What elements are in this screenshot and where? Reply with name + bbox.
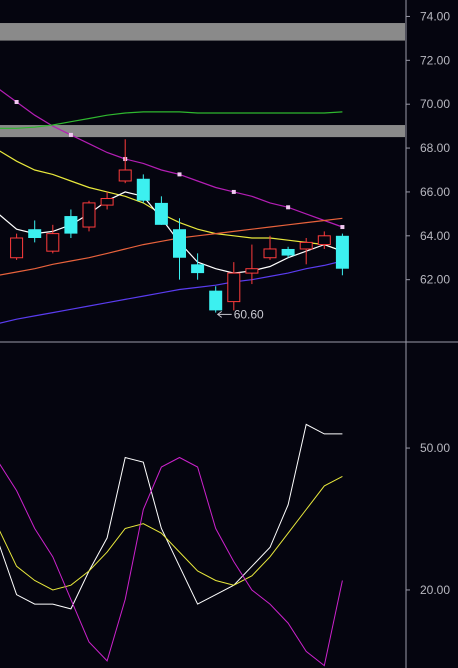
line-marker	[177, 172, 182, 177]
y-tick-label: 68.00	[420, 141, 450, 155]
candle	[209, 286, 223, 313]
candle	[118, 139, 132, 184]
candle-body	[64, 216, 78, 234]
y-tick-label: 64.00	[420, 229, 450, 243]
price-panel: 60.60	[0, 23, 405, 324]
candle-body	[118, 169, 132, 182]
candle	[227, 262, 241, 311]
line-marker	[68, 132, 73, 137]
candle	[10, 233, 24, 260]
candle	[154, 196, 168, 225]
line-marker	[231, 189, 236, 194]
moving-average-line	[0, 89, 343, 228]
candle	[64, 209, 78, 238]
moving-average-line	[0, 111, 343, 129]
oscillator-panel	[0, 423, 343, 667]
oscillator-line	[0, 456, 343, 667]
candle	[82, 200, 96, 232]
moving-average-line	[0, 150, 343, 252]
moving-average-line	[0, 260, 343, 324]
highlight-band	[0, 125, 405, 138]
candle	[317, 231, 331, 249]
candle	[136, 174, 150, 203]
oscillator-line	[0, 423, 343, 610]
candle	[245, 244, 259, 285]
line-marker	[340, 225, 345, 230]
candle	[281, 246, 295, 258]
y-tick-label: 74.00	[420, 9, 450, 23]
candle-body	[136, 178, 150, 201]
candle	[100, 191, 114, 210]
candle-body	[28, 229, 42, 238]
y-tick-label: 66.00	[420, 185, 450, 199]
y-tick-label: 72.00	[420, 53, 450, 67]
candle-body	[154, 202, 168, 225]
candle-body	[100, 198, 114, 206]
line-marker	[286, 205, 291, 210]
y-tick-label: 62.00	[420, 273, 450, 287]
y-tick-label: 70.00	[420, 97, 450, 111]
candle	[263, 235, 277, 260]
annotation-label: 60.60	[234, 307, 264, 321]
candle	[299, 238, 313, 265]
candle-body	[263, 248, 277, 259]
y-tick-label: 20.00	[420, 583, 450, 597]
line-marker	[14, 100, 19, 104]
moving-average-line	[0, 191, 343, 274]
candle	[335, 233, 349, 276]
candle	[46, 224, 60, 254]
candle-body	[281, 248, 295, 256]
highlight-band	[0, 23, 405, 41]
candle-body	[209, 290, 223, 311]
candle-body	[335, 235, 349, 269]
moving-average-line	[0, 217, 343, 276]
candle-body	[299, 241, 313, 250]
candle-body	[227, 272, 241, 303]
candle	[173, 218, 186, 280]
candle-body	[191, 264, 205, 274]
candle	[28, 220, 42, 243]
candle-body	[82, 202, 96, 228]
annotation-arrowhead	[216, 310, 222, 318]
y-tick-label: 50.00	[420, 441, 450, 455]
candle-body	[46, 233, 60, 252]
oscillator-line	[0, 475, 343, 591]
candle-body	[317, 235, 331, 246]
candle-body	[245, 268, 259, 274]
candle	[191, 253, 205, 280]
candle-body	[10, 237, 24, 259]
candle-body	[173, 229, 186, 258]
